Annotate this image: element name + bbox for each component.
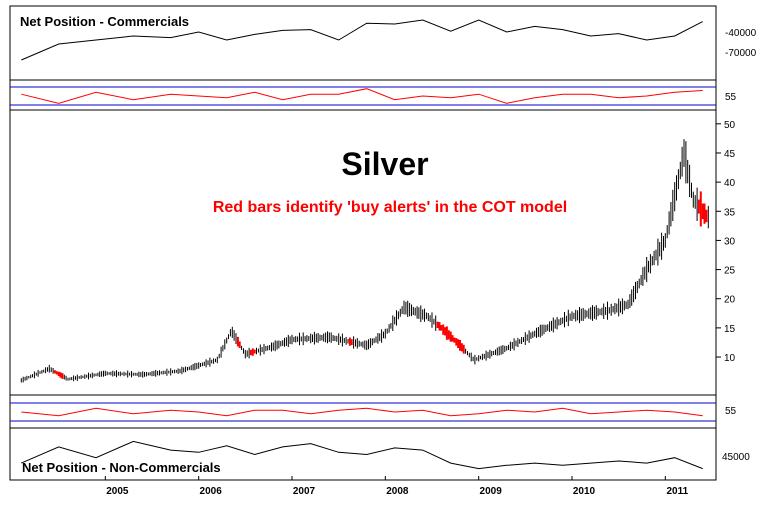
price-tick-label-4: 30 (724, 236, 736, 247)
commercials-series-line (21, 19, 703, 61)
commercials-tick-1: -70000 (725, 48, 757, 59)
price-tick-label-2: 40 (724, 178, 736, 189)
price-tick-label-8: 10 (724, 353, 736, 364)
cot-bottom-series-line (21, 407, 703, 417)
price-tick-label-7: 15 (724, 324, 736, 335)
price-tick-label-3: 35 (724, 207, 736, 218)
x-tick-label-2: 2007 (293, 486, 316, 497)
price-tick-label-1: 45 (724, 149, 736, 160)
price-subtitle: Red bars identify 'buy alerts' in the CO… (213, 199, 567, 216)
x-tick-label-0: 2005 (106, 486, 129, 497)
price-tick-label-6: 20 (724, 295, 736, 306)
cot-top-tick: 55 (725, 92, 737, 103)
price-tick-label-0: 50 (724, 120, 736, 131)
x-tick-label-1: 2006 (200, 486, 223, 497)
cot-bottom-tick: 55 (725, 406, 737, 417)
commercials-label: Net Position - Commercials (20, 14, 189, 29)
chart-frame (9, 5, 717, 481)
commercials-tick-0: -40000 (725, 28, 757, 39)
price-title: Silver (341, 146, 428, 182)
price-tick-label-5: 25 (724, 266, 736, 277)
noncommercials-label: Net Position - Non-Commercials (22, 460, 221, 475)
cot-top-series-line (21, 88, 703, 104)
x-tick-label-3: 2008 (386, 486, 409, 497)
x-tick-label-6: 2011 (666, 486, 688, 497)
noncommercials-tick: 45000 (722, 452, 750, 463)
noncommercials-series-line (21, 440, 703, 470)
x-tick-label-4: 2009 (480, 486, 503, 497)
x-tick-label-5: 2010 (573, 486, 596, 497)
